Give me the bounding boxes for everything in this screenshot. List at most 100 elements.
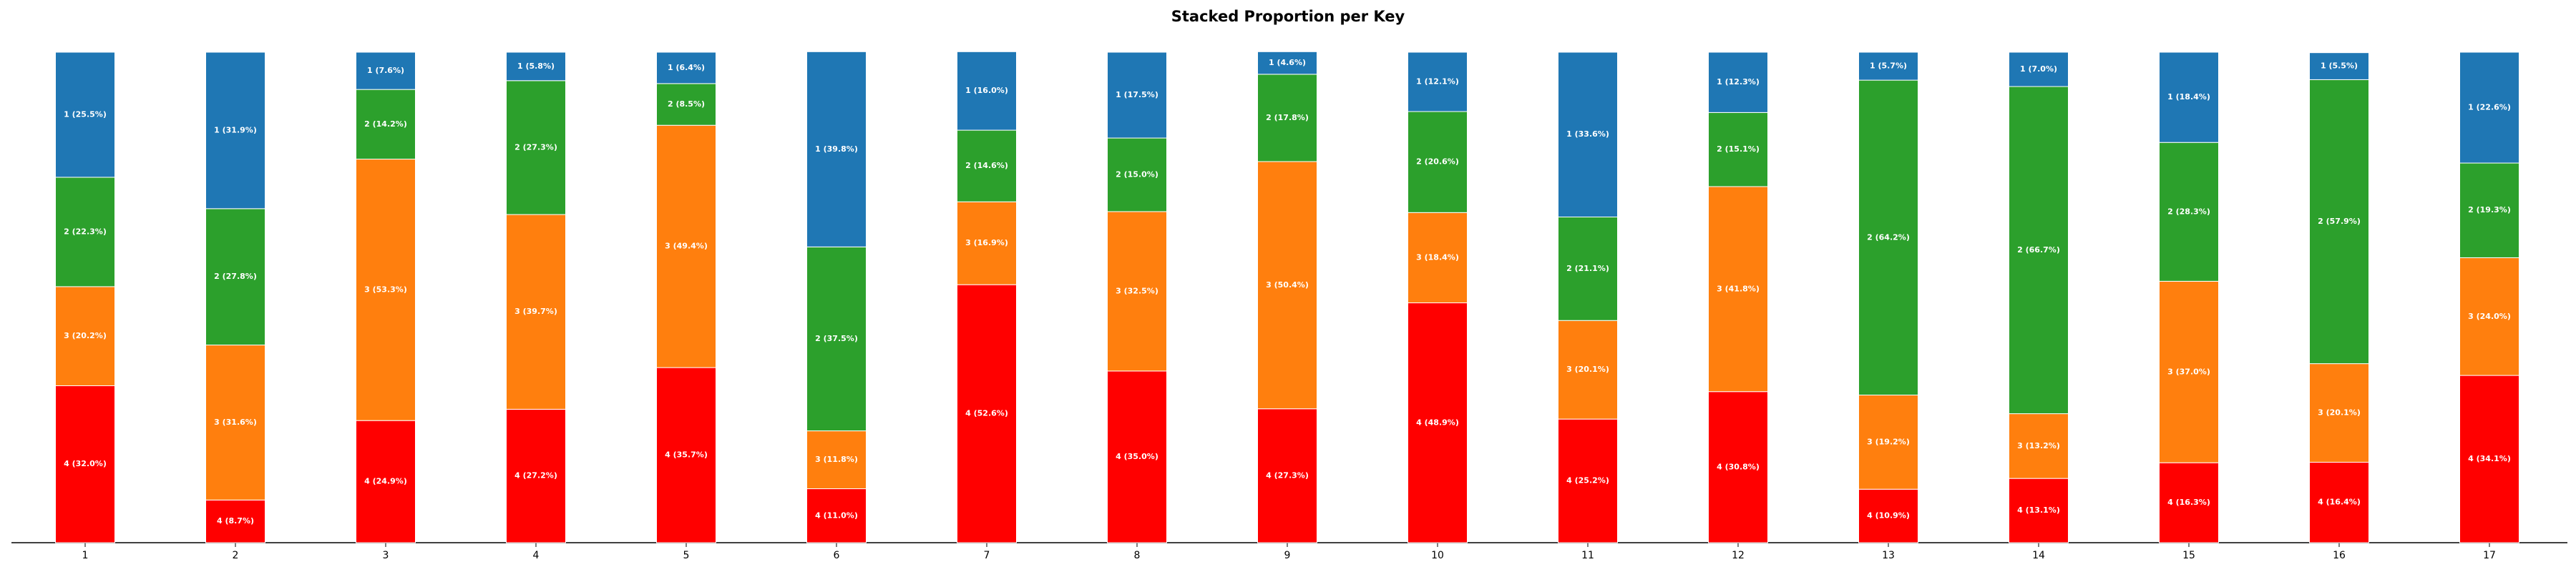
bar-segment <box>2309 363 2369 463</box>
bar-segment <box>2309 79 2369 365</box>
value-label: 3 (20.2%) <box>64 331 107 340</box>
value-label: 1 (6.4%) <box>668 63 705 72</box>
value-label: 2 (64.2%) <box>1867 232 1910 242</box>
value-label: 2 (28.3%) <box>2167 207 2210 216</box>
x-tick-label: 10 <box>1431 550 1444 561</box>
value-label: 2 (27.8%) <box>214 272 257 281</box>
value-label: 3 (13.2%) <box>2017 441 2060 450</box>
x-tick-label: 12 <box>1732 550 1745 561</box>
value-label: 1 (4.6%) <box>1269 58 1306 67</box>
bar-segment <box>506 80 566 215</box>
value-label: 3 (20.1%) <box>1566 365 1609 374</box>
x-tick-label: 1 <box>82 550 89 561</box>
x-tick-label: 8 <box>1134 550 1141 561</box>
bar-segment <box>1708 112 1768 187</box>
value-label: 1 (5.5%) <box>2321 61 2358 71</box>
value-label: 2 (14.6%) <box>965 161 1008 170</box>
value-label: 1 (5.8%) <box>517 61 555 71</box>
x-tick-label: 11 <box>1581 550 1594 561</box>
value-label: 1 (17.5%) <box>1116 90 1158 99</box>
value-label: 3 (32.5%) <box>1116 286 1158 295</box>
bar-segment <box>356 51 416 90</box>
x-tick-label: 4 <box>533 550 540 561</box>
value-label: 2 (14.2%) <box>364 119 407 129</box>
value-label: 4 (35.0%) <box>1116 452 1158 461</box>
bar-segment <box>806 488 867 543</box>
value-label: 4 (32.0%) <box>64 459 107 468</box>
value-label: 1 (22.6%) <box>2468 103 2511 112</box>
chart-title: Stacked Proportion per Key <box>1171 8 1405 25</box>
x-tick-label: 15 <box>2182 550 2195 561</box>
value-label: 1 (31.9%) <box>214 125 257 134</box>
value-label: 4 (11.0%) <box>815 511 858 520</box>
value-label: 3 (49.4%) <box>665 242 708 251</box>
bar-segment <box>957 129 1017 202</box>
value-label: 1 (12.3%) <box>1717 77 1760 87</box>
bar-segment <box>356 420 416 543</box>
bar-segment <box>2159 280 2219 463</box>
value-label: 4 (24.9%) <box>364 477 407 486</box>
bar-segment <box>506 51 566 82</box>
bar-segment <box>2159 142 2219 282</box>
value-label: 2 (57.9%) <box>2318 217 2361 226</box>
value-label: 3 (19.2%) <box>1867 437 1910 446</box>
bar-segment <box>1858 395 1918 490</box>
value-label: 4 (52.6%) <box>965 409 1008 418</box>
value-label: 4 (8.7%) <box>217 516 254 526</box>
bar-segment <box>957 51 1017 131</box>
bar-segment <box>205 345 265 500</box>
x-tick-label: 6 <box>834 550 840 561</box>
value-label: 4 (35.7%) <box>665 450 708 460</box>
bar-segment <box>1558 320 1618 420</box>
bar-segment <box>2009 51 2069 87</box>
bar-segment <box>1407 51 1468 112</box>
bar-segment <box>1858 51 1918 81</box>
bar-segment <box>1558 418 1618 543</box>
value-label: 2 (15.1%) <box>1717 144 1760 154</box>
value-label: 1 (7.0%) <box>2020 64 2057 74</box>
bar-segment <box>1257 408 1317 543</box>
bar-segment <box>2009 86 2069 415</box>
value-label: 3 (37.0%) <box>2167 367 2210 376</box>
value-label: 1 (33.6%) <box>1566 129 1609 139</box>
x-tick-label: 17 <box>2483 550 2496 561</box>
bar-segment <box>957 201 1017 285</box>
value-label: 4 (16.4%) <box>2318 498 2361 507</box>
bar-segment <box>2459 257 2519 376</box>
value-label: 2 (27.3%) <box>514 142 557 152</box>
value-label: 1 (18.4%) <box>2167 92 2210 102</box>
value-label: 2 (66.7%) <box>2017 245 2060 255</box>
bar-segment <box>2159 51 2219 143</box>
bar-segment <box>2459 51 2519 164</box>
bar-segment <box>2459 162 2519 258</box>
value-label: 4 (13.1%) <box>2017 506 2060 515</box>
bar-segment <box>1107 370 1167 543</box>
bar-segment <box>506 214 566 410</box>
value-label: 1 (5.7%) <box>1870 61 1907 71</box>
value-label: 2 (8.5%) <box>668 99 705 109</box>
x-tick-label: 7 <box>984 550 990 561</box>
x-tick-label: 16 <box>2333 550 2346 561</box>
value-label: 3 (50.4%) <box>1266 280 1309 290</box>
x-tick-label: 13 <box>1882 550 1895 561</box>
bar-segment <box>1558 51 1618 217</box>
bar-segment <box>1257 51 1317 75</box>
bar-segment <box>205 51 265 209</box>
value-label: 4 (48.9%) <box>1416 418 1459 427</box>
value-label: 3 (20.1%) <box>2318 408 2361 418</box>
x-tick-label: 5 <box>683 550 690 561</box>
value-label: 3 (24.0%) <box>2468 312 2511 321</box>
value-label: 3 (18.4%) <box>1416 252 1459 262</box>
x-tick-label: 14 <box>2032 550 2045 561</box>
bar-segment <box>55 385 115 543</box>
bar-segment <box>506 408 566 543</box>
bar-segment <box>55 51 115 178</box>
value-label: 2 (20.6%) <box>1416 157 1459 167</box>
value-label: 3 (41.8%) <box>1717 284 1760 293</box>
value-label: 1 (7.6%) <box>367 66 404 75</box>
value-label: 1 (16.0%) <box>965 86 1008 95</box>
value-label: 4 (10.9%) <box>1867 511 1910 521</box>
value-label: 3 (16.9%) <box>965 238 1008 247</box>
